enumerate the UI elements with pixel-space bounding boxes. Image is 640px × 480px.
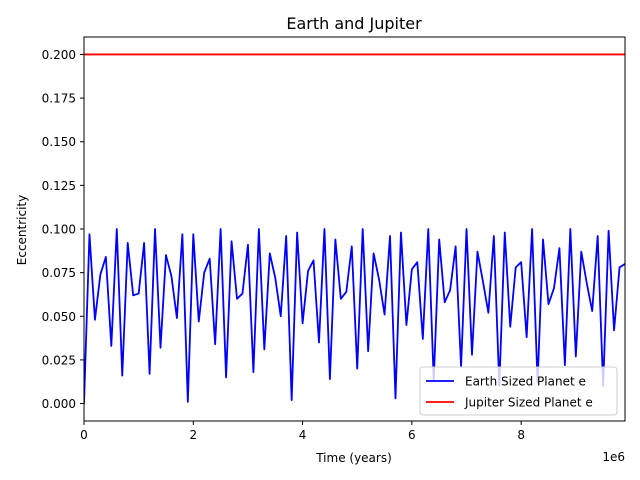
series-layer (84, 53, 625, 404)
x-tick-label: 4 (299, 428, 307, 442)
y-tick-label: 0.075 (42, 266, 76, 280)
y-tick-label: 0.175 (42, 92, 76, 106)
x-tick-label: 2 (189, 428, 197, 442)
y-tick-label: 0.050 (42, 310, 76, 324)
legend-label-earth: Earth Sized Planet e (465, 375, 586, 389)
y-tick-label: 0.100 (42, 223, 76, 237)
x-axis-label: Time (years) (315, 451, 392, 465)
y-axis-ticks: 0.000 0.025 0.050 0.075 0.100 0.125 0.150 0.175… (42, 48, 84, 411)
y-tick-label: 0.025 (42, 353, 76, 367)
x-tick-label: 0 (80, 428, 88, 442)
legend-box (419, 366, 618, 416)
y-tick-label: 0.000 (42, 397, 76, 411)
x-axis-offset-text: 1e6 (602, 450, 625, 464)
x-tick-label: 6 (408, 428, 416, 442)
series-line-earth (84, 228, 625, 404)
legend-label-jupiter: Jupiter Sized Planet e (464, 396, 593, 410)
x-axis-ticks: 0 2 4 6 8 (80, 421, 525, 442)
y-tick-label: 0.200 (42, 48, 76, 62)
y-tick-label: 0.150 (42, 135, 76, 149)
legend: Earth Sized Planet e Jupiter Sized Plane… (419, 366, 618, 416)
y-tick-label: 0.125 (42, 179, 76, 193)
x-tick-label: 8 (517, 428, 525, 442)
chart-title: Earth and Jupiter (286, 14, 422, 33)
y-axis-label: Eccentricity (15, 195, 29, 265)
